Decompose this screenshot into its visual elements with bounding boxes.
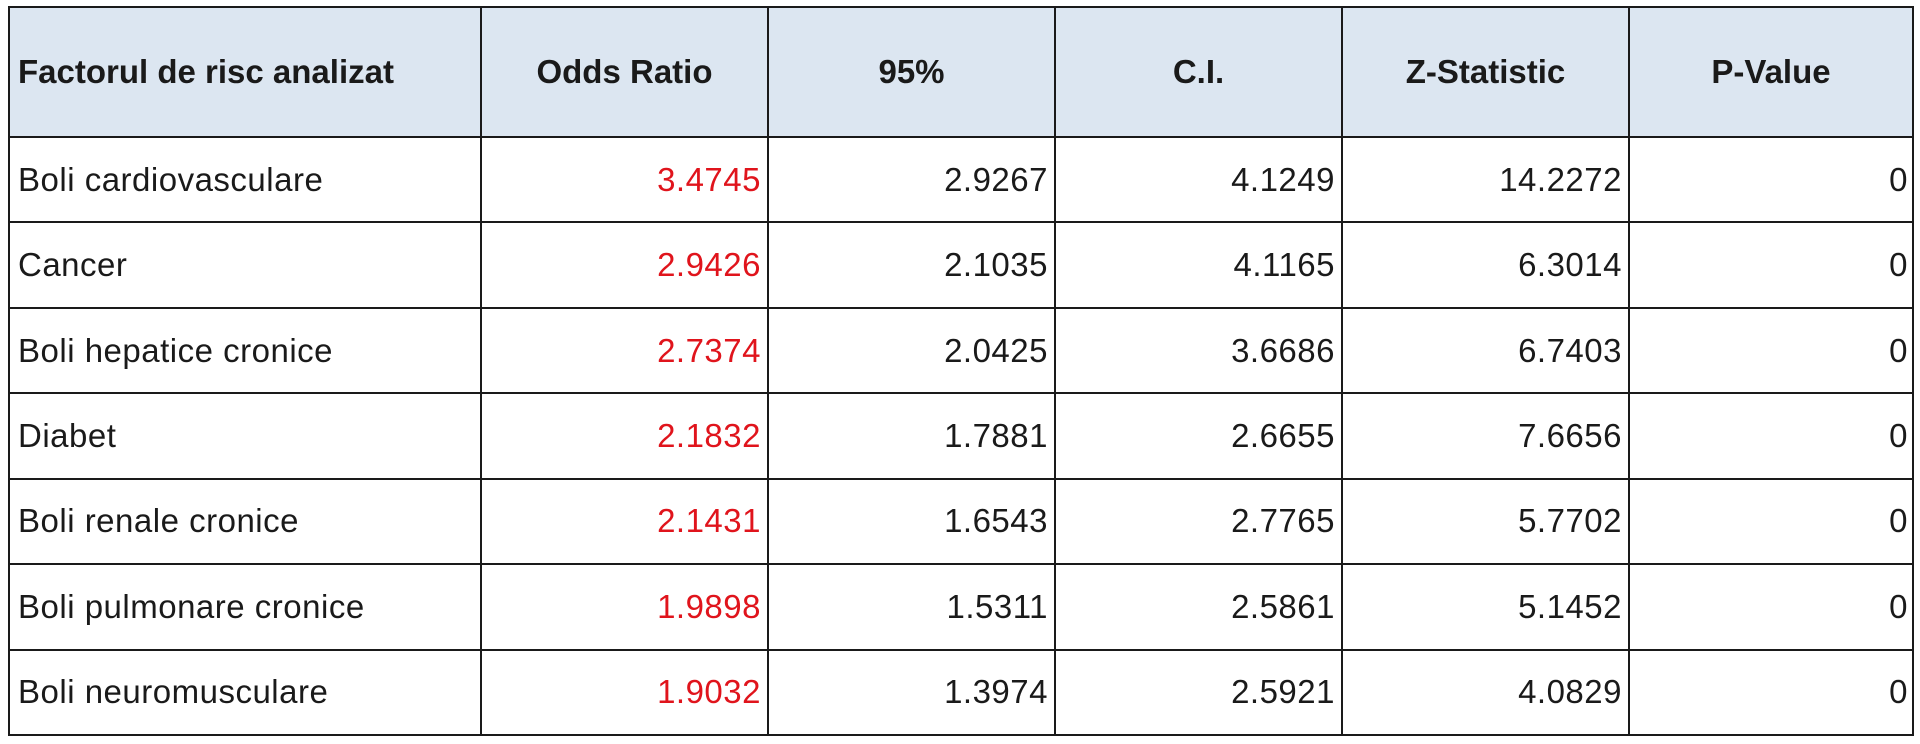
p-value-cell: 0	[1628, 135, 1914, 224]
header-ci: C.I.	[1054, 6, 1343, 138]
odds-ratio-cell: 2.9426	[480, 221, 769, 309]
factor-cell: Boli neuromusculare	[8, 648, 482, 737]
odds-ratio-cell: 2.1832	[480, 392, 769, 480]
factor-cell: Boli hepatice cronice	[8, 306, 482, 395]
ci-upper-cell: 4.1165	[1054, 221, 1343, 309]
z-statistic-cell: 4.0829	[1341, 648, 1630, 737]
ci-upper-cell: 2.7765	[1054, 477, 1343, 566]
factor-cell: Cancer	[8, 221, 482, 309]
table-row: Diabet 2.1832 1.7881 2.6655 7.6656 0	[8, 392, 1914, 480]
header-row: Factorul de risc analizat Odds Ratio 95%…	[8, 6, 1914, 138]
odds-ratio-cell: 1.9032	[480, 648, 769, 737]
table-row: Cancer 2.9426 2.1035 4.1165 6.3014 0	[8, 221, 1914, 309]
ci-lower-cell: 2.9267	[767, 135, 1056, 224]
header-p-value: P-Value	[1628, 6, 1914, 138]
ci-upper-cell: 2.6655	[1054, 392, 1343, 480]
z-statistic-cell: 5.7702	[1341, 477, 1630, 566]
factor-cell: Diabet	[8, 392, 482, 480]
table-row: Boli cardiovasculare 3.4745 2.9267 4.124…	[8, 135, 1914, 224]
table-row: Boli renale cronice 2.1431 1.6543 2.7765…	[8, 477, 1914, 566]
ci-lower-cell: 1.5311	[767, 563, 1056, 651]
odds-ratio-cell: 2.7374	[480, 306, 769, 395]
z-statistic-cell: 7.6656	[1341, 392, 1630, 480]
ci-lower-cell: 1.3974	[767, 648, 1056, 737]
table-row: Boli pulmonare cronice 1.9898 1.5311 2.5…	[8, 563, 1914, 651]
p-value-cell: 0	[1628, 221, 1914, 309]
p-value-cell: 0	[1628, 477, 1914, 566]
z-statistic-cell: 5.1452	[1341, 563, 1630, 651]
ci-upper-cell: 4.1249	[1054, 135, 1343, 224]
risk-factor-table: Factorul de risc analizat Odds Ratio 95%…	[8, 6, 1914, 737]
ci-lower-cell: 2.0425	[767, 306, 1056, 395]
factor-cell: Boli renale cronice	[8, 477, 482, 566]
header-odds-ratio: Odds Ratio	[480, 6, 769, 138]
z-statistic-cell: 14.2272	[1341, 135, 1630, 224]
factor-cell: Boli pulmonare cronice	[8, 563, 482, 651]
header-z-statistic: Z-Statistic	[1341, 6, 1630, 138]
ci-lower-cell: 1.7881	[767, 392, 1056, 480]
header-95-percent: 95%	[767, 6, 1056, 138]
p-value-cell: 0	[1628, 392, 1914, 480]
factor-cell: Boli cardiovasculare	[8, 135, 482, 224]
p-value-cell: 0	[1628, 563, 1914, 651]
z-statistic-cell: 6.7403	[1341, 306, 1630, 395]
odds-ratio-cell: 3.4745	[480, 135, 769, 224]
p-value-cell: 0	[1628, 648, 1914, 737]
table-row: Boli hepatice cronice 2.7374 2.0425 3.66…	[8, 306, 1914, 395]
table-row: Boli neuromusculare 1.9032 1.3974 2.5921…	[8, 648, 1914, 737]
z-statistic-cell: 6.3014	[1341, 221, 1630, 309]
odds-ratio-cell: 2.1431	[480, 477, 769, 566]
ci-upper-cell: 3.6686	[1054, 306, 1343, 395]
ci-upper-cell: 2.5861	[1054, 563, 1343, 651]
ci-lower-cell: 2.1035	[767, 221, 1056, 309]
ci-upper-cell: 2.5921	[1054, 648, 1343, 737]
p-value-cell: 0	[1628, 306, 1914, 395]
odds-ratio-cell: 1.9898	[480, 563, 769, 651]
header-factor: Factorul de risc analizat	[8, 6, 482, 138]
ci-lower-cell: 1.6543	[767, 477, 1056, 566]
